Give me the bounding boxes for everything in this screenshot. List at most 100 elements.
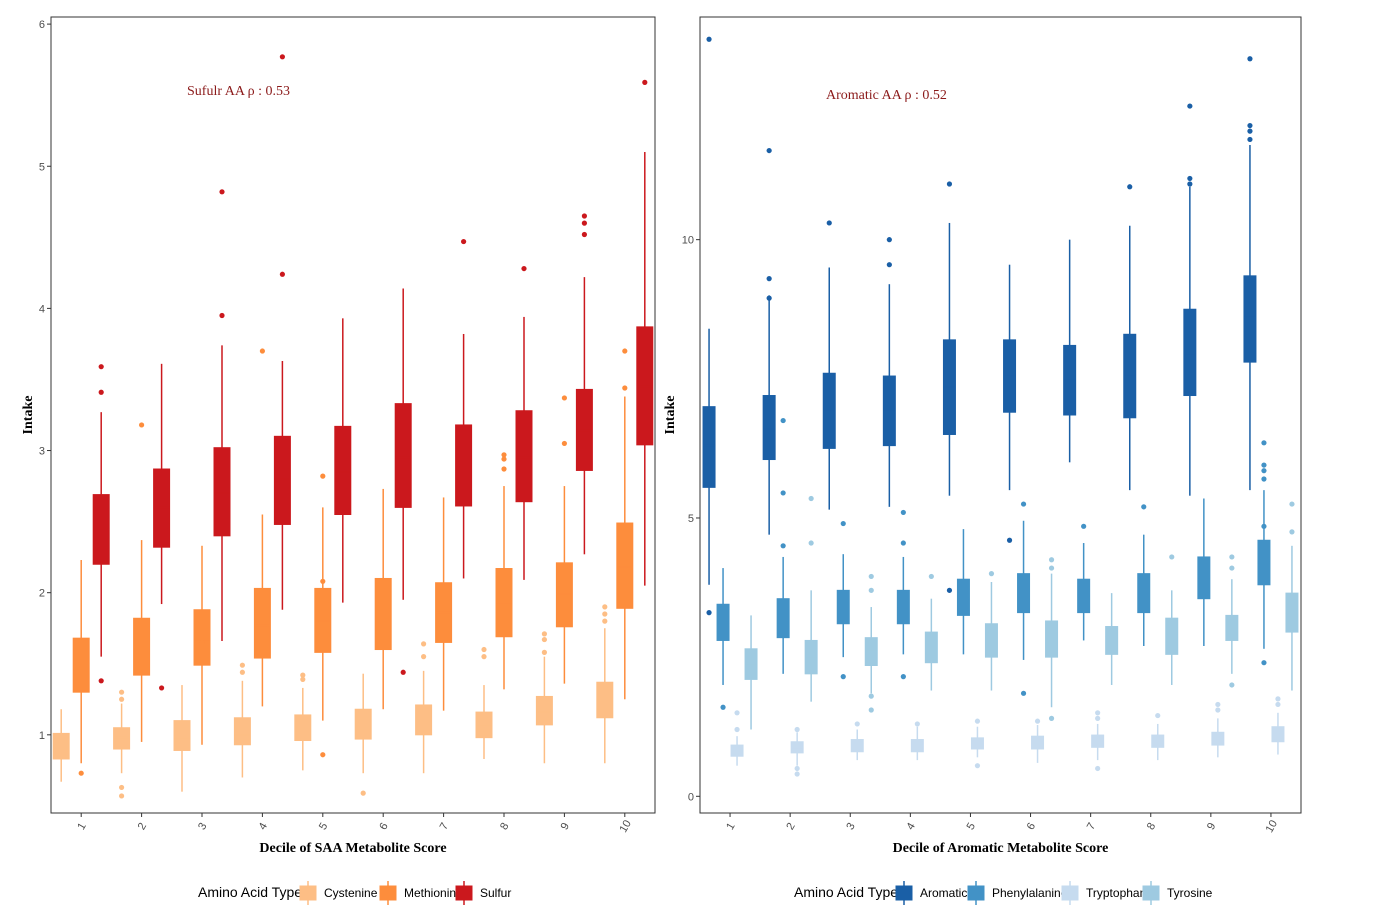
outlier-point [1289,501,1295,507]
outlier-point [1247,128,1253,134]
outlier-point [259,348,265,354]
outlier-point [1229,682,1235,688]
outlier-point [501,452,507,458]
outlier-point [98,364,104,370]
legend-key-box [967,885,985,901]
outlier-point [1275,701,1281,708]
outlier-point [868,693,874,699]
box-body [334,425,352,515]
box-body [294,714,312,742]
y-tick-label: 5 [39,161,45,173]
outlier-point [1261,660,1267,666]
box-body [1271,726,1285,743]
box-body [354,708,372,740]
box-body [273,435,291,525]
y-tick-label: 3 [39,446,45,458]
legend-key-box [1061,885,1079,901]
outlier-point [808,495,814,502]
x-tick-label: 9 [559,821,572,832]
legend-key-box [1142,885,1160,901]
outlier-point [720,704,726,710]
outlier-point [1048,565,1055,571]
legend-item: Tryptophan [1061,881,1146,905]
outlier-point [602,611,608,617]
outlier-point [300,672,306,678]
box-body [1211,731,1225,746]
outlier-point [622,348,628,354]
legend-label: Tryptophan [1086,886,1146,900]
legend-key-box [379,885,397,901]
box-body [1197,556,1211,600]
box-body [1063,344,1077,416]
outlier-point [501,466,507,472]
outlier-point [886,237,892,243]
legend-item: Methionine [379,881,463,905]
y-tick-label: 10 [682,235,694,247]
outlier-point [1020,501,1027,507]
outlier-point [988,571,995,577]
legend-label: Aromatic [920,886,967,900]
plot-frame [50,16,656,814]
x-tick-label: 10 [617,818,634,835]
outlier-point [421,641,427,647]
legend-label: Methionine [404,886,463,900]
box-body [616,522,634,609]
x-tick-label: 2 [136,821,149,832]
box-body [924,631,938,664]
box-body [744,648,758,680]
outlier-point [1187,103,1193,109]
box-body [1165,617,1179,655]
box-body [193,609,211,666]
outlier-point [1261,440,1267,446]
outlier-point [602,618,608,624]
x-tick-label: 5 [965,821,978,832]
x-tick-label: 8 [498,821,511,832]
outlier-point [734,726,740,733]
x-tick-label: 1 [724,821,737,832]
x-tick-label: 4 [904,821,917,832]
outlier-point [900,540,906,546]
outlier-point [1095,710,1101,716]
box-body [702,406,716,488]
y-axis-title: Intake [21,396,36,435]
x-tick-label: 7 [1085,821,1098,832]
outlier-point [780,490,786,496]
outlier-point [1215,701,1221,708]
outlier-point [1289,529,1295,535]
outlier-point [1020,690,1027,696]
outlier-point [581,231,588,238]
outlier-point [868,707,874,713]
box-body [1045,620,1059,658]
outlier-point [642,79,648,85]
legend-item: Tyrosine [1142,881,1213,905]
outlier-point [1034,718,1041,724]
outlier-point [199,639,205,646]
outlier-point [541,636,548,643]
box-body [72,637,90,693]
plot-frame [699,16,1302,814]
x-tick-label: 4 [257,821,270,832]
outlier-point [98,678,104,684]
outlier-point [1261,468,1267,474]
y-axis-title: Intake [663,396,678,435]
box-body [822,372,836,449]
outlier-point [868,587,874,593]
outlier-point [461,238,467,245]
panel-aromatic: 0 5 10 1 2 3 4 5 6 7 8 9 10 Aromatic AA ρ : 0.52 Decil… [663,16,1302,905]
outlier-point [622,385,628,391]
outlier-point [1169,554,1175,560]
legend-label: Sulfur [480,886,511,900]
outlier-point [320,473,326,479]
outlier-point [1187,181,1193,187]
outlier-point [1261,476,1267,482]
correlation-annotation: Aromatic AA ρ : 0.52 [826,88,947,103]
outlier-point [914,721,920,727]
outlier-point [78,770,84,776]
legend-item: Phenylalanine [967,881,1068,905]
y-tick-label: 4 [39,303,45,315]
outlier-point [119,689,125,695]
box-body [1243,275,1257,363]
x-axis-title: Decile of Aromatic Metabolite Score [893,841,1109,856]
x-tick-label: 7 [438,821,451,832]
legend-label: Cystenine [324,886,378,900]
